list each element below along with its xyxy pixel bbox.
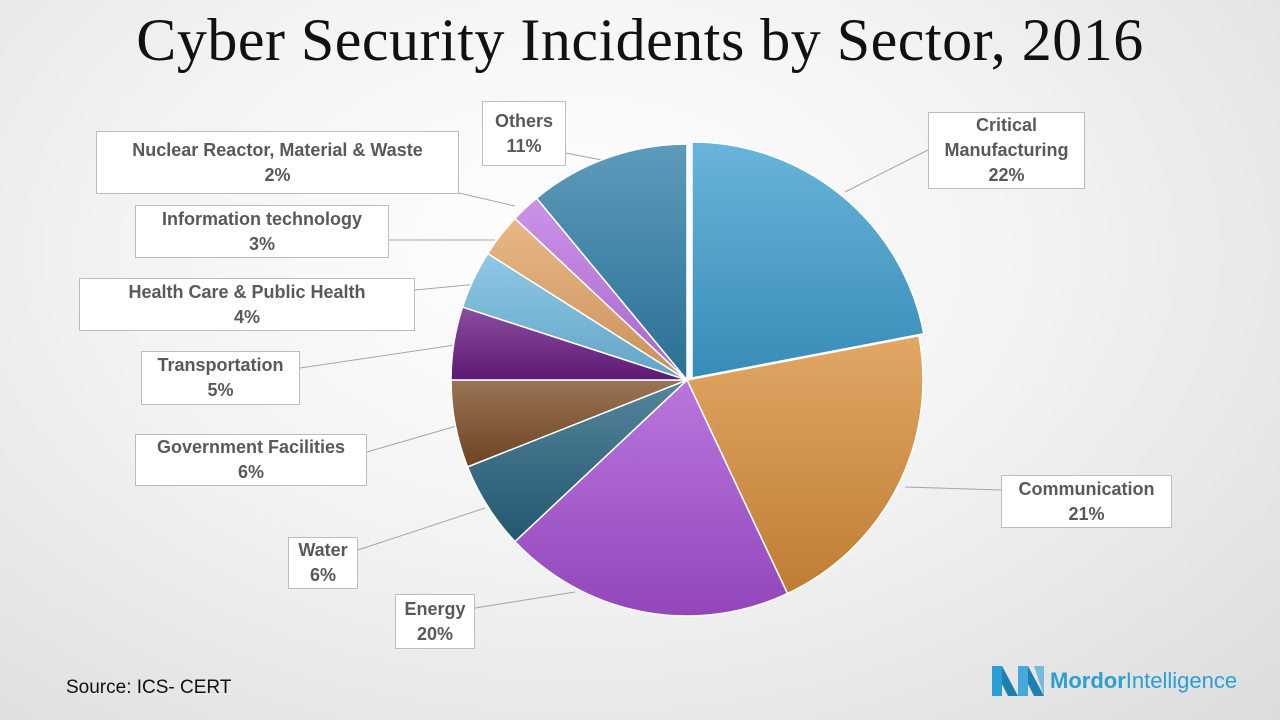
- data-label-transportation: Transportation 5%: [141, 351, 300, 405]
- data-label-value: 11%: [506, 135, 542, 156]
- data-label-value: 4%: [233, 306, 260, 327]
- data-label-others: Others 11%: [482, 101, 566, 166]
- pie-slice-communication[interactable]: [685, 334, 924, 595]
- data-label-value: 20%: [416, 623, 454, 644]
- data-label-name: Critical: [975, 115, 1038, 135]
- data-label-value: 22%: [988, 165, 1025, 185]
- leader-line-transportation: [299, 344, 456, 369]
- data-label-name: Nuclear Reactor, Material & Waste: [132, 139, 423, 160]
- leader-line-communication: [904, 486, 1002, 491]
- leader-line-health-care-public-health: [414, 283, 479, 291]
- pie-slices: [450, 141, 925, 617]
- data-label-information-technology: Information technology 3%: [135, 205, 389, 258]
- data-label-value: 21%: [1068, 503, 1105, 524]
- source-note: Source: ICS- CERT: [66, 677, 232, 698]
- data-label-name: Transportation: [157, 355, 284, 375]
- data-label-critical-manufacturing: Critical Manufacturing 22%: [928, 112, 1085, 189]
- leader-line-energy: [474, 591, 576, 609]
- data-label-government-facilities: Government Facilities 6%: [135, 434, 367, 486]
- data-label-name: Information technology: [162, 208, 362, 229]
- leader-line-government-facilities: [366, 424, 461, 453]
- data-label-name: Energy: [404, 598, 466, 619]
- data-label-name: Health Care & Public Health: [128, 281, 366, 302]
- data-label-name: Government Facilities: [156, 437, 346, 457]
- leader-line-nuclear-reactor-material-waste: [458, 192, 516, 207]
- data-label-nuclear-reactor-material-waste: Nuclear Reactor, Material & Waste 2%: [96, 131, 459, 194]
- data-label-health-care-public-health: Health Care & Public Health 4%: [79, 278, 415, 331]
- pie-slice-others[interactable]: [535, 143, 688, 383]
- data-label-value: 3%: [248, 233, 275, 254]
- data-label-energy: Energy 20%: [395, 594, 475, 649]
- data-label-water: Water 6%: [288, 537, 358, 589]
- chart-title: Cyber Security Incidents by Sector, 2016: [136, 7, 1144, 73]
- brand-name: MordorIntelligence: [1050, 668, 1238, 693]
- pie-slice-energy[interactable]: [513, 378, 789, 617]
- brand-logo[interactable]: MordorIntelligence: [992, 666, 1237, 696]
- data-label-communication: Communication 21%: [1001, 475, 1172, 528]
- leader-line-water: [357, 507, 486, 551]
- data-label-value: 2%: [264, 164, 291, 185]
- data-label-name: Others: [494, 110, 554, 131]
- data-label-value: 6%: [309, 565, 336, 585]
- data-label-name: Water: [298, 540, 348, 560]
- data-label-value: 6%: [237, 462, 264, 482]
- leader-line-critical-manufacturing: [844, 149, 929, 193]
- data-label-name: Manufacturing: [944, 140, 1069, 160]
- pie-slice-critical-manufacturing[interactable]: [691, 141, 925, 379]
- mordor-logo-icon: [992, 666, 1044, 696]
- data-label-name: Communication: [1018, 478, 1155, 499]
- data-label-value: 5%: [207, 380, 234, 400]
